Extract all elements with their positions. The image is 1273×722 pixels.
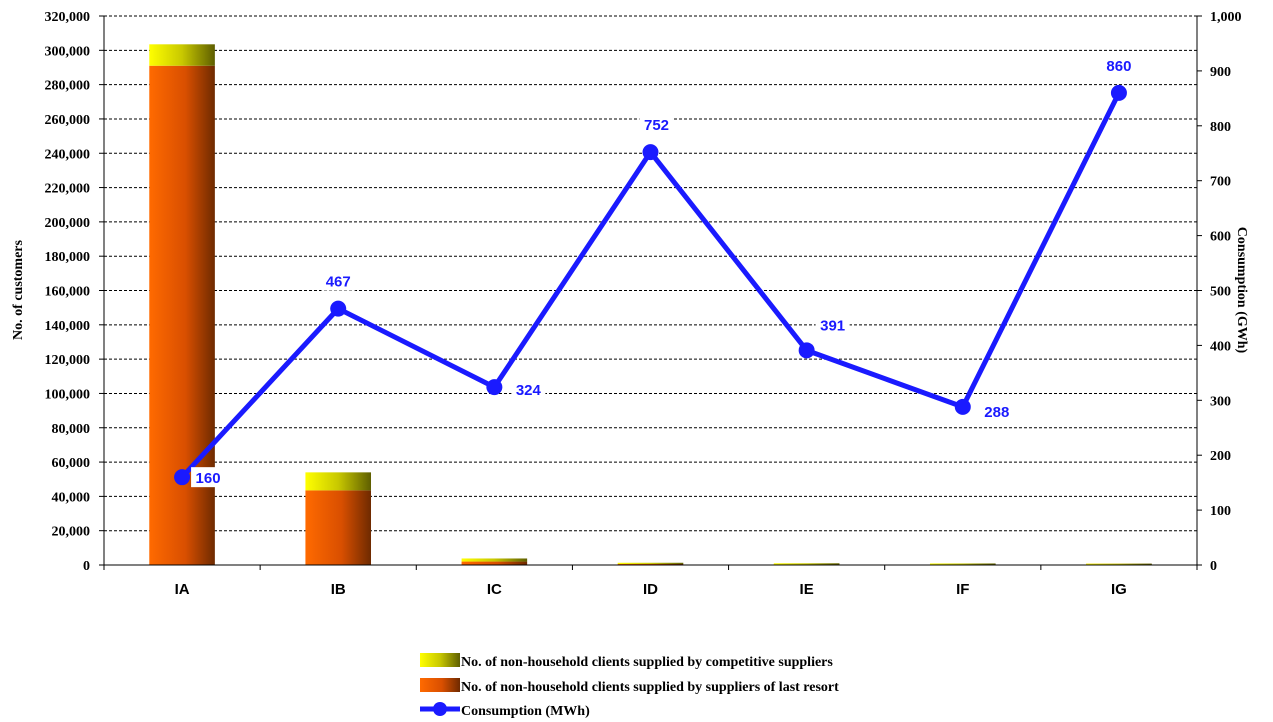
legend-label: No. of non-household clients supplied by…	[461, 655, 833, 670]
data-label: 288	[984, 404, 1009, 421]
y-tick-label: 120,000	[45, 353, 91, 368]
data-labels: 160 467 324 752 391 288 860	[191, 54, 1136, 488]
y2-tick-label: 500	[1210, 285, 1231, 300]
x-tick-label: IE	[800, 581, 814, 598]
y2-tick-label: 700	[1210, 175, 1231, 190]
bar-competitive	[1086, 563, 1152, 565]
bar-competitive	[773, 563, 840, 565]
y2-tick-label: 200	[1210, 449, 1231, 464]
gridlines	[104, 15, 1197, 532]
bar-competitive	[461, 558, 528, 562]
bar-last-resort	[305, 490, 372, 565]
legend-marker	[433, 702, 447, 716]
bar-competitive	[929, 563, 996, 565]
consumption-point	[954, 398, 971, 415]
y-tick-label: 0	[83, 559, 90, 574]
y-tick-label: 280,000	[45, 79, 91, 94]
data-label-bg	[191, 467, 226, 488]
y-tick-label: 320,000	[45, 10, 91, 25]
y-tick-label: 40,000	[52, 490, 91, 505]
y-tick-label: 200,000	[45, 216, 91, 231]
bar-last-resort	[461, 561, 528, 565]
y2-tick-label: 600	[1210, 230, 1231, 245]
x-tick-label: IB	[331, 581, 346, 598]
y-tick-label: 140,000	[45, 319, 91, 334]
y-tick-label: 160,000	[45, 285, 91, 300]
data-label: 467	[326, 274, 351, 291]
legend-label: No. of non-household clients supplied by…	[461, 680, 839, 695]
consumption-point	[486, 379, 503, 396]
consumption-point	[174, 469, 191, 486]
consumption-point	[642, 144, 659, 161]
y-tick-label: 80,000	[52, 422, 91, 437]
y-axis-title: No. of customers	[11, 239, 26, 339]
y-tick-label: 220,000	[45, 182, 91, 197]
y2-tick-label: 100	[1210, 504, 1231, 519]
data-label-bg	[321, 270, 356, 291]
data-label-bg	[639, 114, 674, 135]
y-tick-label: 300,000	[45, 44, 91, 59]
consumption-point	[798, 342, 815, 359]
y-tick-label: 100,000	[45, 387, 91, 402]
y2-tick-label: 0	[1210, 559, 1217, 574]
x-tick-label: IA	[175, 581, 190, 598]
bar-last-resort	[149, 65, 215, 566]
y2-tick-label: 800	[1210, 120, 1231, 135]
y2-tick-label: 900	[1210, 65, 1231, 80]
consumption-point	[1110, 84, 1127, 101]
y-tick-label: 20,000	[52, 525, 91, 540]
y2-tick-label: 400	[1210, 339, 1231, 354]
y-tick-label: 260,000	[45, 113, 91, 128]
data-label-bg	[511, 379, 546, 400]
data-label: 324	[516, 382, 542, 399]
data-label: 752	[644, 117, 669, 134]
data-label-bg	[1101, 54, 1136, 75]
y2-tick-label: 1,000	[1210, 10, 1242, 25]
legend-label: Consumption (MWh)	[461, 704, 590, 719]
bar-competitive	[305, 472, 372, 491]
y-tick-label: 60,000	[52, 456, 91, 471]
data-label: 860	[1106, 58, 1131, 75]
x-tick-label: IC	[487, 581, 502, 598]
data-label: 391	[820, 317, 845, 334]
legend-swatch	[420, 678, 460, 692]
y2-tick-label: 300	[1210, 394, 1231, 409]
legend-swatch	[420, 653, 460, 667]
data-label-bg	[815, 314, 850, 335]
x-tick-label: ID	[643, 581, 658, 598]
x-tick-label: IG	[1111, 581, 1127, 598]
data-label-bg	[979, 400, 1014, 421]
bar-competitive	[149, 44, 215, 66]
consumption-line	[174, 84, 1127, 486]
consumption-point	[330, 300, 347, 317]
legend: No. of non-household clients supplied by…	[420, 653, 839, 719]
y-tick-label: 180,000	[45, 250, 91, 265]
y2-axis-title: Consumption (GWh)	[1234, 227, 1249, 354]
axes: 0 20,000 40,000 60,000 80,000 100,000 120,000 1…	[45, 10, 1242, 598]
bar-last-resort	[617, 563, 684, 565]
bar-competitive	[617, 562, 684, 564]
data-label: 160	[196, 470, 221, 487]
y-tick-label: 240,000	[45, 147, 91, 162]
x-tick-label: IF	[956, 581, 969, 598]
